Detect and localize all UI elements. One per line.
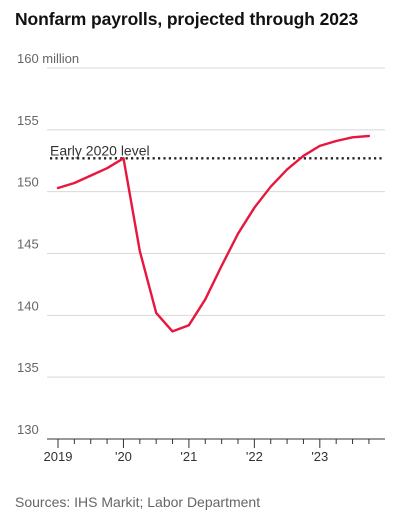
data-point — [351, 136, 354, 139]
data-point — [302, 155, 305, 157]
data-point — [237, 232, 239, 235]
x-tick-label: '21 — [180, 449, 197, 464]
data-point — [269, 185, 272, 188]
x-axis-ticks: 2019 '20 '21 '22 '23 — [44, 439, 370, 464]
reference-line-group: Early 2020 level — [50, 142, 384, 160]
data-point — [286, 168, 288, 171]
data-point — [106, 167, 108, 169]
y-tick-label: 160 million — [17, 51, 79, 66]
data-point — [253, 206, 256, 209]
y-axis-tick-labels: 130 135 140 145 150 155 160 million — [17, 51, 79, 437]
source-note: Sources: IHS Markit; Labor Department — [15, 494, 261, 510]
data-point — [89, 174, 92, 177]
x-tick-label: '23 — [311, 449, 328, 464]
y-tick-label: 155 — [17, 113, 39, 128]
series-line — [56, 134, 371, 333]
data-point — [171, 330, 174, 333]
data-point — [368, 135, 370, 137]
reference-line-label: Early 2020 level — [50, 142, 150, 158]
data-point — [57, 187, 59, 189]
data-point — [319, 145, 321, 147]
data-point — [335, 140, 337, 142]
data-point — [188, 324, 190, 327]
y-tick-label: 130 — [17, 422, 39, 437]
series-group — [56, 134, 371, 333]
data-point — [73, 182, 76, 184]
data-point — [122, 157, 125, 160]
data-point — [220, 265, 223, 267]
chart-title: Nonfarm payrolls, projected through 2023 — [15, 9, 359, 29]
data-point — [139, 250, 141, 252]
x-tick-label: '20 — [115, 449, 132, 464]
gridlines — [47, 67, 385, 378]
data-point — [204, 298, 207, 301]
x-tick-label: '22 — [246, 449, 263, 464]
y-tick-label: 150 — [17, 175, 39, 190]
y-tick-label: 135 — [17, 360, 39, 375]
data-point — [155, 312, 157, 314]
y-tick-label: 140 — [17, 298, 39, 313]
x-tick-label: 2019 — [44, 449, 73, 464]
y-tick-label: 145 — [17, 237, 39, 252]
